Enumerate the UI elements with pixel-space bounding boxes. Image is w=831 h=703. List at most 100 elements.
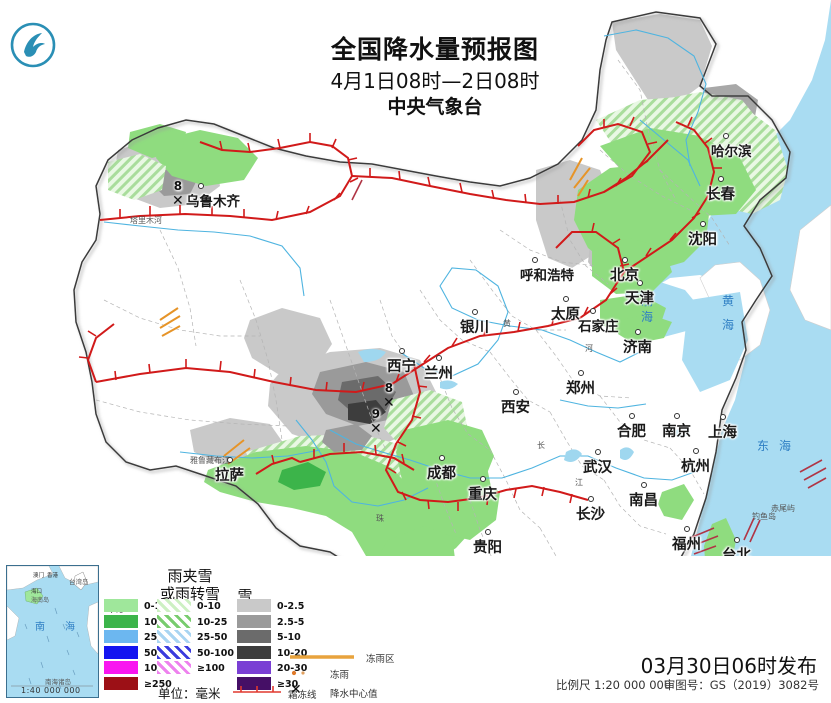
inset-scale: 1:40 000 000 <box>21 686 81 695</box>
freezing-rain-lines <box>159 157 591 465</box>
geographic-label: 珠 <box>376 514 384 523</box>
legend-swatch <box>104 676 138 690</box>
legend-freezing-line-label: 霜冻线 <box>288 690 317 701</box>
snow-area-qtp-dark2 <box>348 400 386 424</box>
city-label[interactable]: 长沙 <box>576 507 605 523</box>
legend-swatch-label: ≥250 <box>144 678 172 690</box>
city-label[interactable]: 合肥 <box>617 424 646 440</box>
legend-swatch-label: 10-25 <box>197 616 228 628</box>
legend-heading-sleet-line2: 或雨转雪 <box>159 585 220 603</box>
geographic-label: 江 <box>575 478 583 487</box>
city-dot <box>439 455 445 461</box>
tarim <box>103 221 305 297</box>
page-title: 全国降水量预报图 <box>330 35 539 64</box>
city-label[interactable]: 太原 <box>551 307 580 323</box>
city-dot <box>723 133 729 139</box>
city-label[interactable]: 石家庄 <box>578 319 619 335</box>
city-label[interactable]: 贵阳 <box>473 540 502 556</box>
city-label[interactable]: 沈阳 <box>688 232 717 248</box>
legend-swatch-label: 5-10 <box>277 632 301 643</box>
legend-heading-sleet-line1: 雨夹雪 <box>167 567 213 585</box>
city-label[interactable]: 天津 <box>625 291 654 307</box>
legend-swatch <box>237 614 271 628</box>
city-dot <box>641 482 647 488</box>
snow-area-qinghai <box>244 308 332 374</box>
legend-panel: 南 海 南海诸岛 台湾岛 海南岛 海口 香港 澳门 1:40 000 000 雨… <box>0 556 831 703</box>
precip-center-symbol: ✕ <box>290 682 302 698</box>
legend-swatch-label: 10-20 <box>277 647 308 659</box>
precip-center-marker: 8 ✕ <box>383 382 395 409</box>
south-china-sea-inset-map[interactable]: 南 海 南海诸岛 台湾岛 海南岛 海口 香港 澳门 1:40 000 000 <box>6 565 99 698</box>
city-label[interactable]: 南昌 <box>629 493 658 509</box>
geographic-label: 长 <box>537 441 545 450</box>
city-label[interactable]: 西宁 <box>387 359 416 375</box>
legend-swatch <box>157 661 191 674</box>
inset-haikou-label: 海口 <box>31 589 43 595</box>
city-label[interactable]: 武汉 <box>583 460 612 476</box>
freezing-line <box>86 121 716 504</box>
yarlung <box>179 449 321 459</box>
national-border <box>73 11 791 647</box>
city-label[interactable]: 西安 <box>501 400 530 416</box>
city-label[interactable]: 银川 <box>460 320 489 336</box>
city-dot <box>485 529 491 535</box>
inset-hainan-label: 海南岛 <box>31 597 50 604</box>
city-dot <box>532 257 538 263</box>
sleet-area-ne-top <box>660 92 760 142</box>
freezing-line-symbol <box>233 686 281 693</box>
legend-swatch <box>157 599 191 612</box>
dongting-lake <box>564 449 582 462</box>
city-label[interactable]: 哈尔滨 <box>711 144 752 160</box>
precip-center-x-icon: ✕ <box>172 192 184 208</box>
sea-label: 东 <box>757 439 774 453</box>
taihu <box>676 428 690 438</box>
city-dot <box>674 413 680 419</box>
inset-sea-label: 南 海 <box>35 622 80 633</box>
city-label[interactable]: 呼和浩特 <box>520 268 574 284</box>
city-label[interactable]: 济南 <box>623 340 652 356</box>
sea-label: 渤 <box>641 294 658 308</box>
city-label[interactable]: 郑州 <box>566 381 595 397</box>
lakes-tibet <box>440 380 458 390</box>
rain-area-sw-dark <box>278 462 326 490</box>
geographic-label: 塔里木河 <box>130 216 162 225</box>
precip-center-x-icon: ✕ <box>383 394 395 410</box>
city-dot <box>472 309 478 315</box>
city-dot <box>595 449 601 455</box>
poyang-lake <box>620 447 634 460</box>
legend-precip-center-label: 降水中心值 <box>330 689 378 700</box>
city-label[interactable]: 福州 <box>672 537 701 553</box>
city-dot <box>693 448 699 454</box>
snow-area-ne <box>612 14 712 104</box>
city-dot <box>578 370 584 376</box>
city-label[interactable]: 成都 <box>427 466 456 482</box>
city-label[interactable]: 乌鲁木齐 <box>186 194 240 210</box>
legend-freezing-rain-area-label: 冻雨区 <box>366 654 395 665</box>
city-label[interactable]: 长春 <box>706 187 735 203</box>
city-dot <box>718 176 724 182</box>
city-label[interactable]: 拉萨 <box>215 468 244 484</box>
city-label[interactable]: 重庆 <box>468 487 497 503</box>
city-dot <box>588 496 594 502</box>
precip-center-value: 8 <box>173 179 183 193</box>
yellow-river <box>399 267 641 377</box>
legend-swatch <box>104 630 138 643</box>
geographic-label: 河 <box>585 344 593 353</box>
legend-swatch <box>104 599 138 612</box>
city-label[interactable]: 兰州 <box>424 366 453 382</box>
inset-macau-label: 澳门 <box>33 573 45 579</box>
city-dot <box>480 476 486 482</box>
city-dot <box>720 414 726 420</box>
legend-swatch <box>157 614 191 628</box>
freezing-line-barbs <box>78 116 722 511</box>
sleet-area-ne-b <box>600 128 756 216</box>
city-label[interactable]: 北京 <box>610 268 639 284</box>
city-label[interactable]: 杭州 <box>681 459 710 475</box>
legend-swatch-label: 2.5-5 <box>277 616 305 628</box>
legend-swatch <box>104 661 138 674</box>
city-label[interactable]: 南京 <box>662 424 691 440</box>
legend-swatch <box>237 661 271 674</box>
rain-shandong <box>618 314 672 344</box>
city-label[interactable]: 上海 <box>708 425 737 441</box>
